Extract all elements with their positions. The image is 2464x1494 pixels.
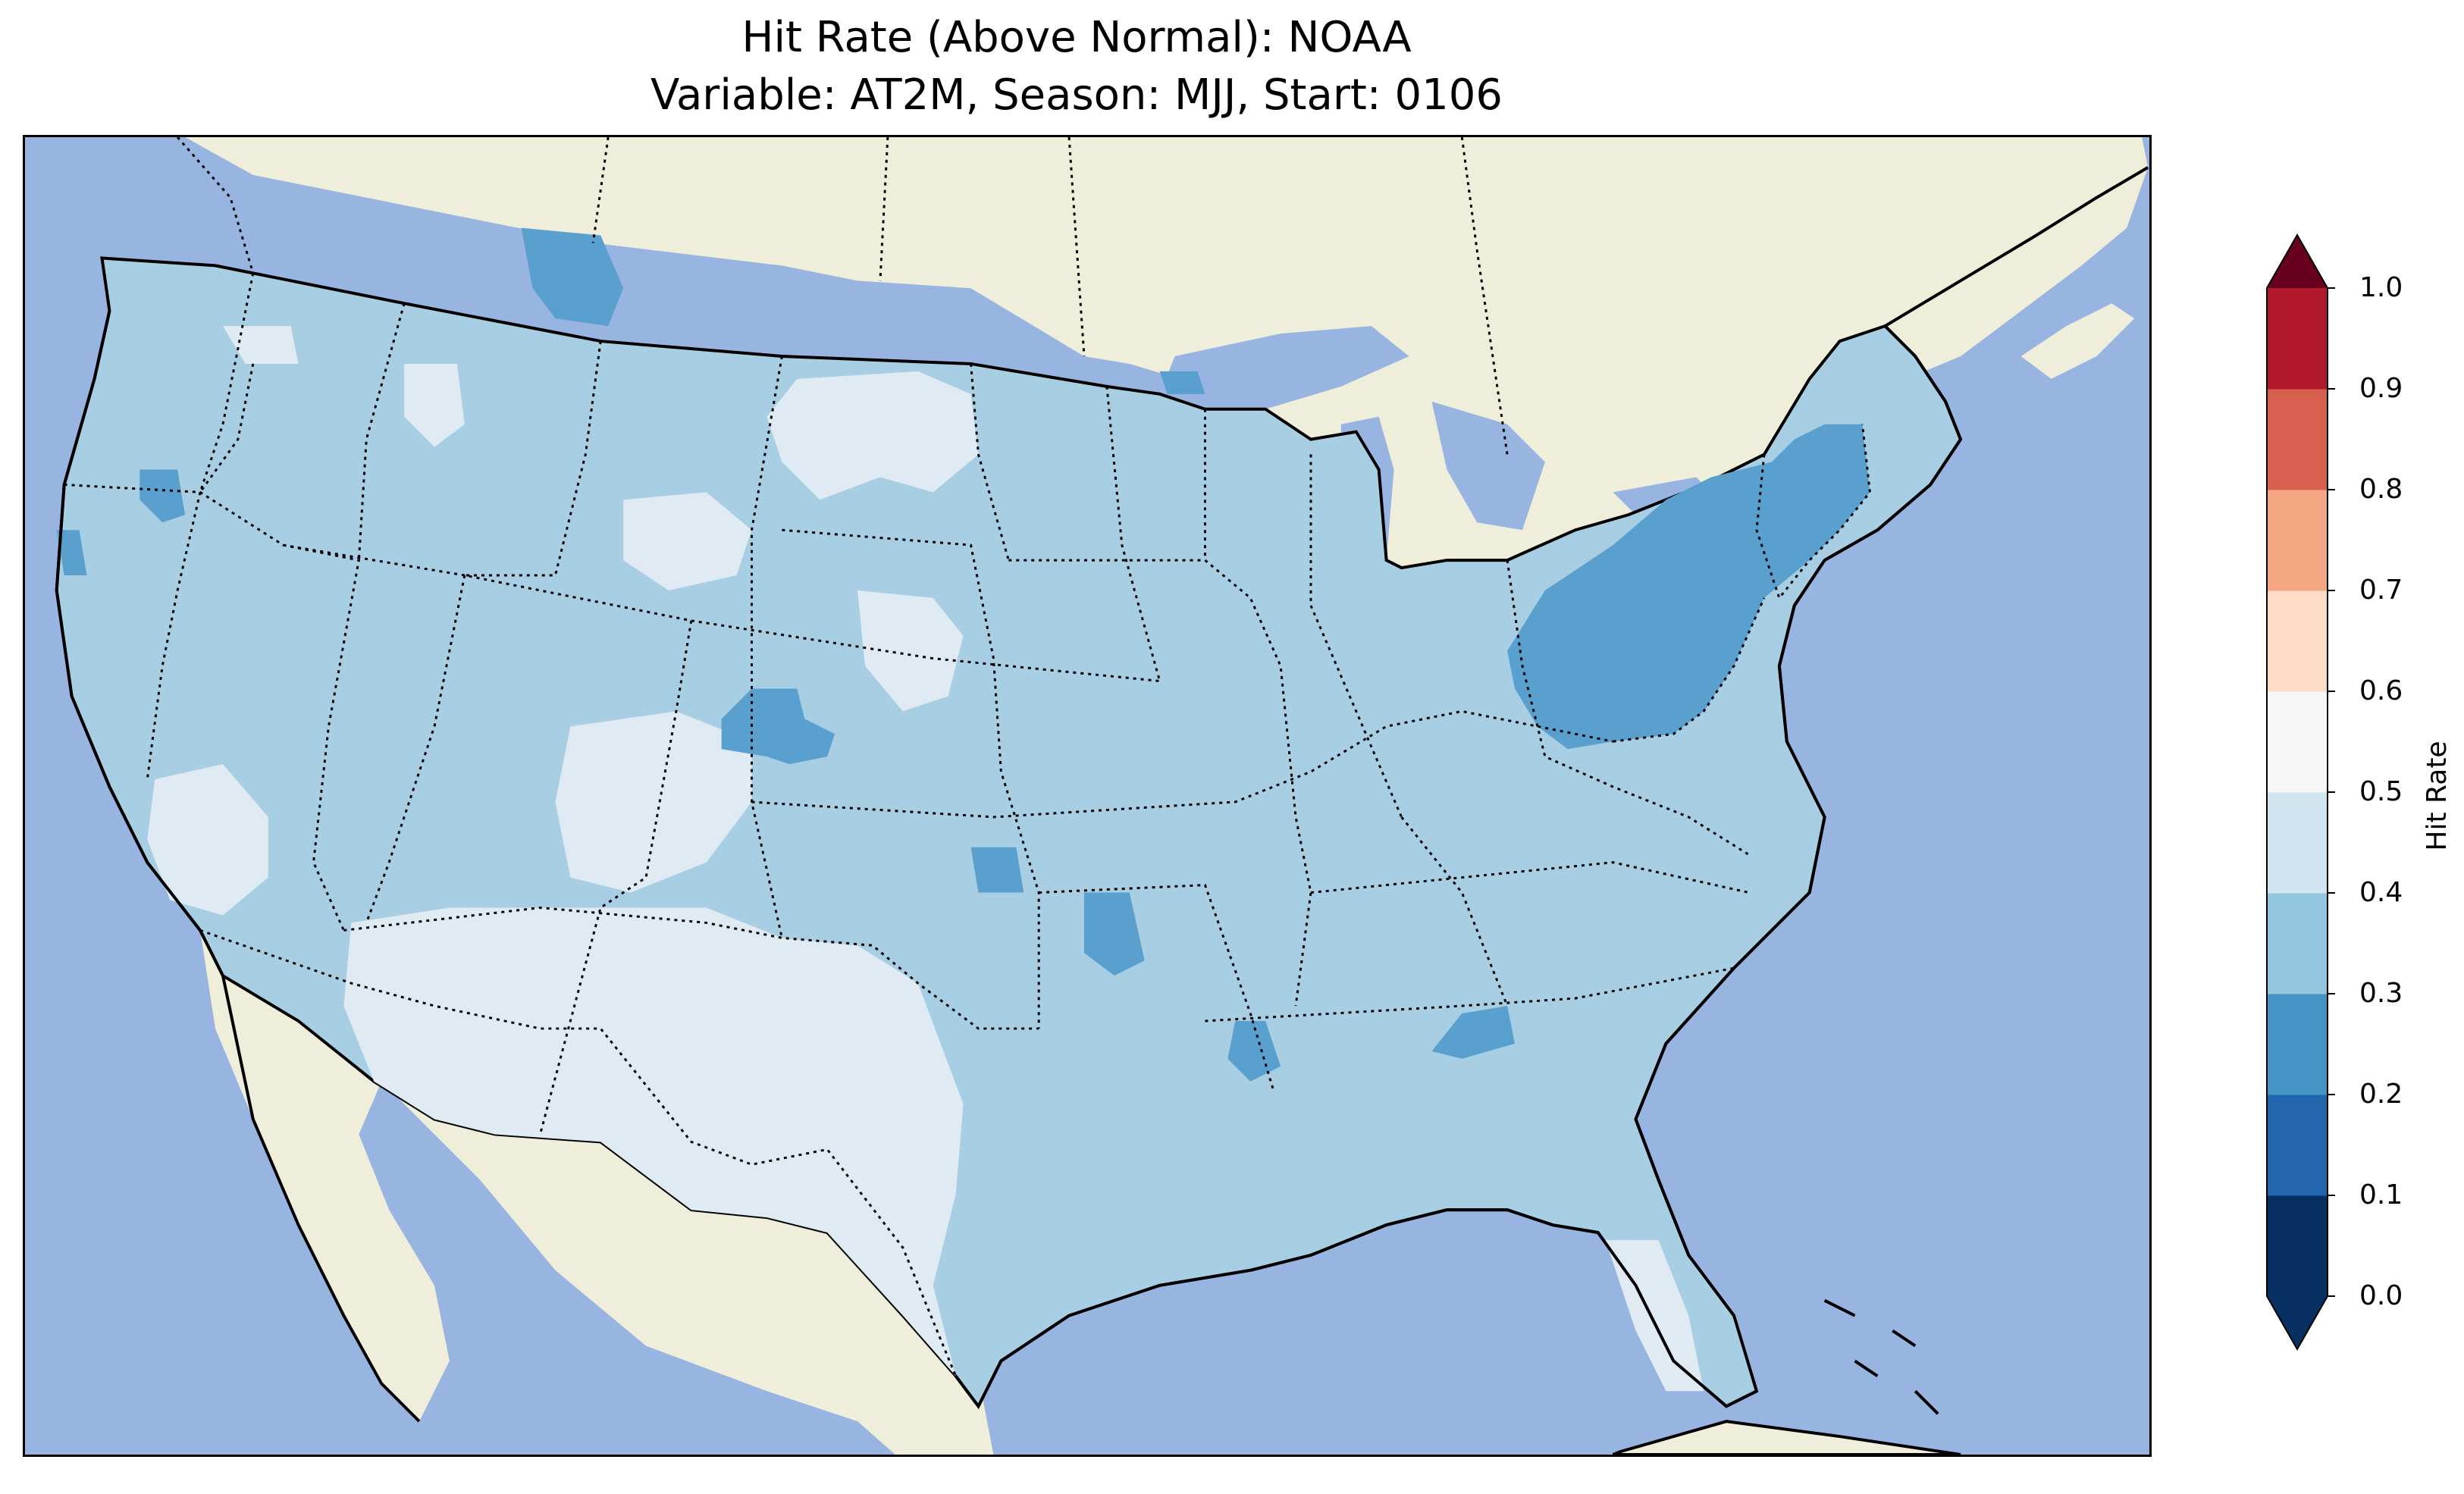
zone-southdakota-light bbox=[857, 590, 964, 712]
colorbar-tick-label: 0.9 bbox=[2359, 373, 2403, 404]
state-borders bbox=[64, 273, 1871, 1135]
colorbar bbox=[2266, 233, 2335, 1351]
zone-california-dark bbox=[140, 469, 186, 523]
colorbar-tick-label: 0.4 bbox=[2359, 877, 2403, 908]
zone-southwest-light bbox=[343, 907, 964, 1377]
zone-cal-coast-dark bbox=[56, 530, 87, 576]
zone-colorado-light bbox=[555, 711, 752, 893]
lake-ontario bbox=[1613, 477, 1712, 515]
west-coastline bbox=[55, 310, 421, 1423]
colorbar-extend-min bbox=[2267, 1296, 2328, 1349]
zone-mississippi-dark bbox=[1227, 1020, 1281, 1082]
colorbar-tick-label: 0.5 bbox=[2359, 776, 2403, 807]
east-coastline bbox=[1634, 166, 2149, 1317]
colorbar-label: Hit Rate bbox=[2422, 741, 2453, 851]
map-title-line-1: Hit Rate (Above Normal): NOAA bbox=[741, 13, 1412, 62]
colorbar-tick-label: 1.0 bbox=[2359, 272, 2403, 303]
zone-nevada-light bbox=[147, 764, 268, 916]
zone-northeast-dark bbox=[1507, 424, 1870, 750]
colorbar-segment bbox=[2267, 893, 2328, 994]
zone-michigan-dark bbox=[1159, 371, 1205, 394]
map-title-line-2: Variable: AT2M, Season: MJJ, Start: 0106 bbox=[650, 70, 1503, 120]
colorbar-segment bbox=[2267, 792, 2328, 894]
lake-huron bbox=[1431, 401, 1545, 531]
colorbar-segment bbox=[2267, 994, 2328, 1095]
colorbar-segment bbox=[2267, 389, 2328, 490]
gulf-coastline bbox=[955, 1208, 1757, 1409]
zone-montana-light bbox=[404, 363, 465, 447]
colorbar-segment bbox=[2267, 691, 2328, 793]
colorbar-segment bbox=[2267, 1195, 2328, 1297]
lake-superior bbox=[1159, 326, 1409, 409]
nova-scotia-land bbox=[2020, 303, 2135, 379]
map-canvas bbox=[26, 137, 2149, 1455]
cuba-land bbox=[1612, 1420, 1961, 1455]
colorbar-segment bbox=[2267, 590, 2328, 692]
zone-montana-dark bbox=[521, 227, 624, 327]
zone-gulf-dark bbox=[1431, 1006, 1516, 1059]
colorbar-segment bbox=[2267, 490, 2328, 591]
country-borders bbox=[177, 137, 1509, 1377]
colorbar-tick-label: 0.8 bbox=[2359, 474, 2403, 505]
colorbar-tick-label: 0.2 bbox=[2359, 1079, 2403, 1110]
colorbar-tick-label: 0.6 bbox=[2359, 675, 2403, 706]
colorbar-tick-label: 0.3 bbox=[2359, 978, 2403, 1009]
map-panel bbox=[23, 135, 2152, 1457]
colorbar-tick-label: 0.7 bbox=[2359, 575, 2403, 606]
colorbar-segment bbox=[2267, 1095, 2328, 1196]
colorbar-tick-label: 0.1 bbox=[2359, 1179, 2403, 1211]
zone-plains-light bbox=[766, 371, 979, 500]
zone-colorado-dark bbox=[721, 688, 835, 765]
zone-oklahoma-dark bbox=[970, 847, 1024, 893]
zone-wyoming-light bbox=[623, 492, 752, 590]
zone-arkansas-dark bbox=[1084, 892, 1145, 976]
colorbar-segment bbox=[2267, 288, 2328, 390]
colorbar-extend-max bbox=[2267, 235, 2328, 288]
bahamas-island bbox=[1823, 1298, 1939, 1415]
colorbar-tick-label: 0.0 bbox=[2359, 1280, 2403, 1311]
